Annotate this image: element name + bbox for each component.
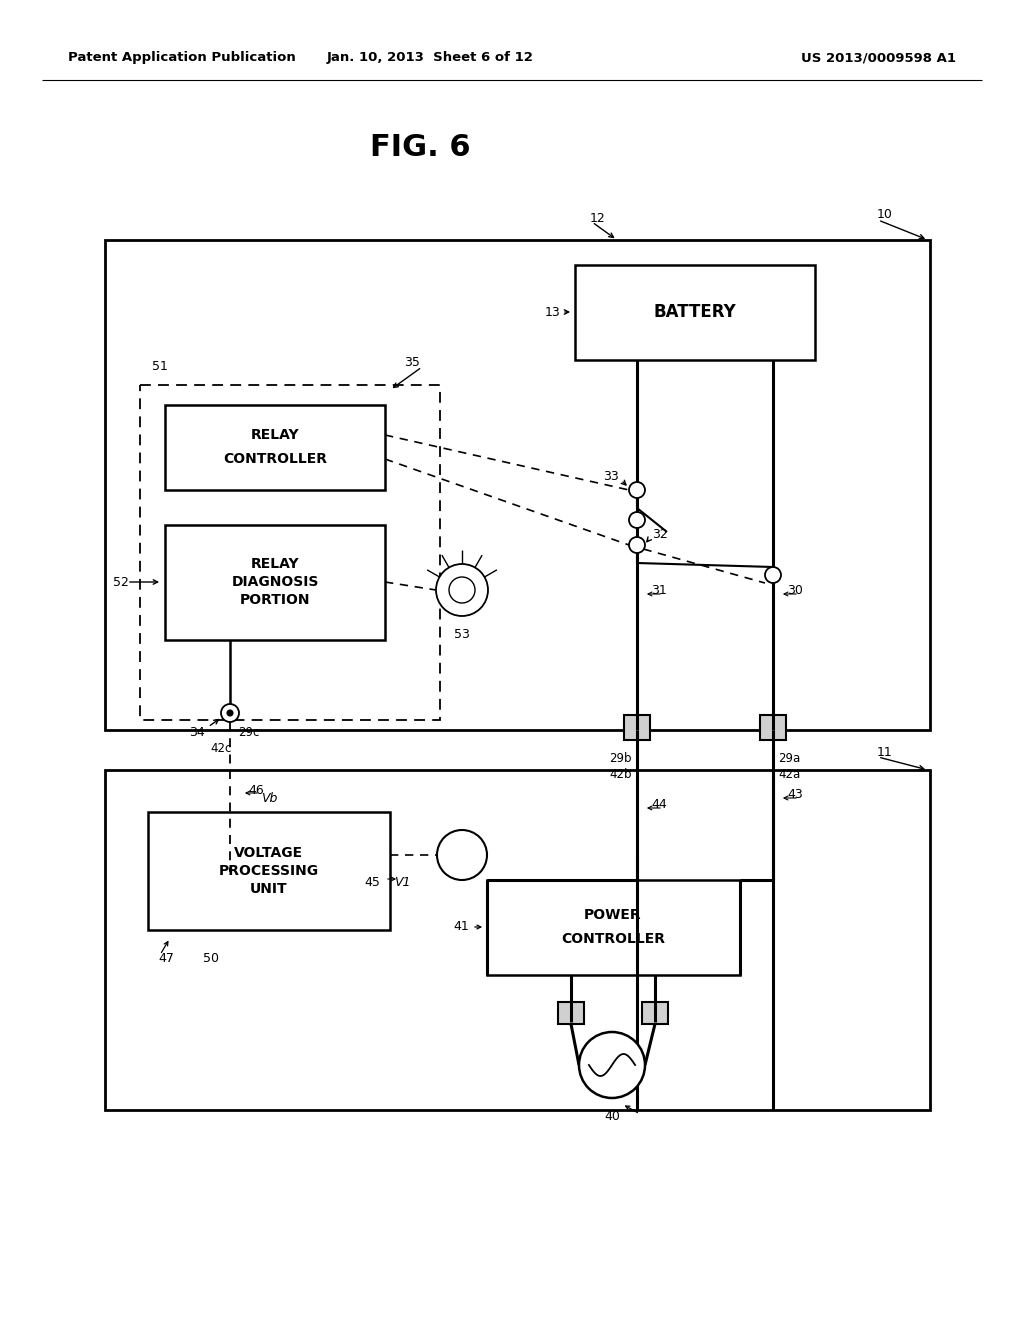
Text: 52: 52 [113,576,129,589]
Bar [624,715,650,741]
Text: V: V [457,849,467,862]
Bar [558,1002,584,1024]
Text: 29c: 29c [238,726,259,739]
Circle shape [221,704,239,722]
Text: UNIT: UNIT [250,882,288,896]
Text: VOLTAGE: VOLTAGE [234,846,303,861]
Circle shape [629,512,645,528]
Circle shape [765,568,781,583]
Text: 43: 43 [787,788,803,801]
Text: 50: 50 [203,952,219,965]
Text: 31: 31 [651,583,667,597]
Bar [642,1002,668,1024]
Circle shape [579,1032,645,1098]
Circle shape [629,482,645,498]
Text: 40: 40 [604,1110,620,1122]
Text: 51: 51 [152,360,168,374]
Text: 32: 32 [652,528,668,541]
Text: US 2013/0009598 A1: US 2013/0009598 A1 [801,51,956,65]
Bar [105,770,930,1110]
Text: 42a: 42a [778,767,800,780]
Text: 33: 33 [603,470,618,483]
Text: RELAY: RELAY [251,557,299,572]
Text: FIG. 6: FIG. 6 [370,133,470,162]
Text: RELAY: RELAY [251,428,299,442]
Text: 47: 47 [158,952,174,965]
Text: 10: 10 [877,209,893,222]
Text: 45: 45 [365,876,380,890]
Text: 35: 35 [404,356,420,370]
Bar [760,715,786,741]
Text: V1: V1 [394,876,411,890]
Text: BATTERY: BATTERY [653,304,736,321]
Text: Patent Application Publication: Patent Application Publication [68,51,296,65]
Text: POWER: POWER [584,908,642,921]
Bar [165,525,385,640]
Text: 42b: 42b [609,767,632,780]
Bar [148,812,390,931]
Text: 53: 53 [454,627,470,640]
Text: 46: 46 [248,784,264,796]
Text: PORTION: PORTION [240,593,310,607]
Text: 42c: 42c [210,742,231,755]
Circle shape [449,577,475,603]
Text: DIAGNOSIS: DIAGNOSIS [231,576,318,589]
Text: 44: 44 [651,799,667,812]
Bar [575,265,815,360]
Circle shape [629,537,645,553]
Text: CONTROLLER: CONTROLLER [561,932,665,946]
Text: 29a: 29a [778,751,800,764]
Bar [487,880,740,975]
Text: Jan. 10, 2013  Sheet 6 of 12: Jan. 10, 2013 Sheet 6 of 12 [327,51,534,65]
Text: 41: 41 [454,920,469,933]
Text: 12: 12 [590,211,606,224]
Text: 34: 34 [189,726,205,739]
Bar [105,240,930,730]
Text: Vb: Vb [261,792,278,804]
Text: 29b: 29b [609,751,632,764]
Text: PROCESSING: PROCESSING [219,865,319,878]
Text: CONTROLLER: CONTROLLER [223,451,327,466]
Bar [165,405,385,490]
Circle shape [227,710,233,715]
Text: 13: 13 [544,305,560,318]
Circle shape [436,564,488,616]
Text: 11: 11 [877,746,893,759]
Bar [140,385,440,719]
Circle shape [437,830,487,880]
Text: 30: 30 [787,583,803,597]
